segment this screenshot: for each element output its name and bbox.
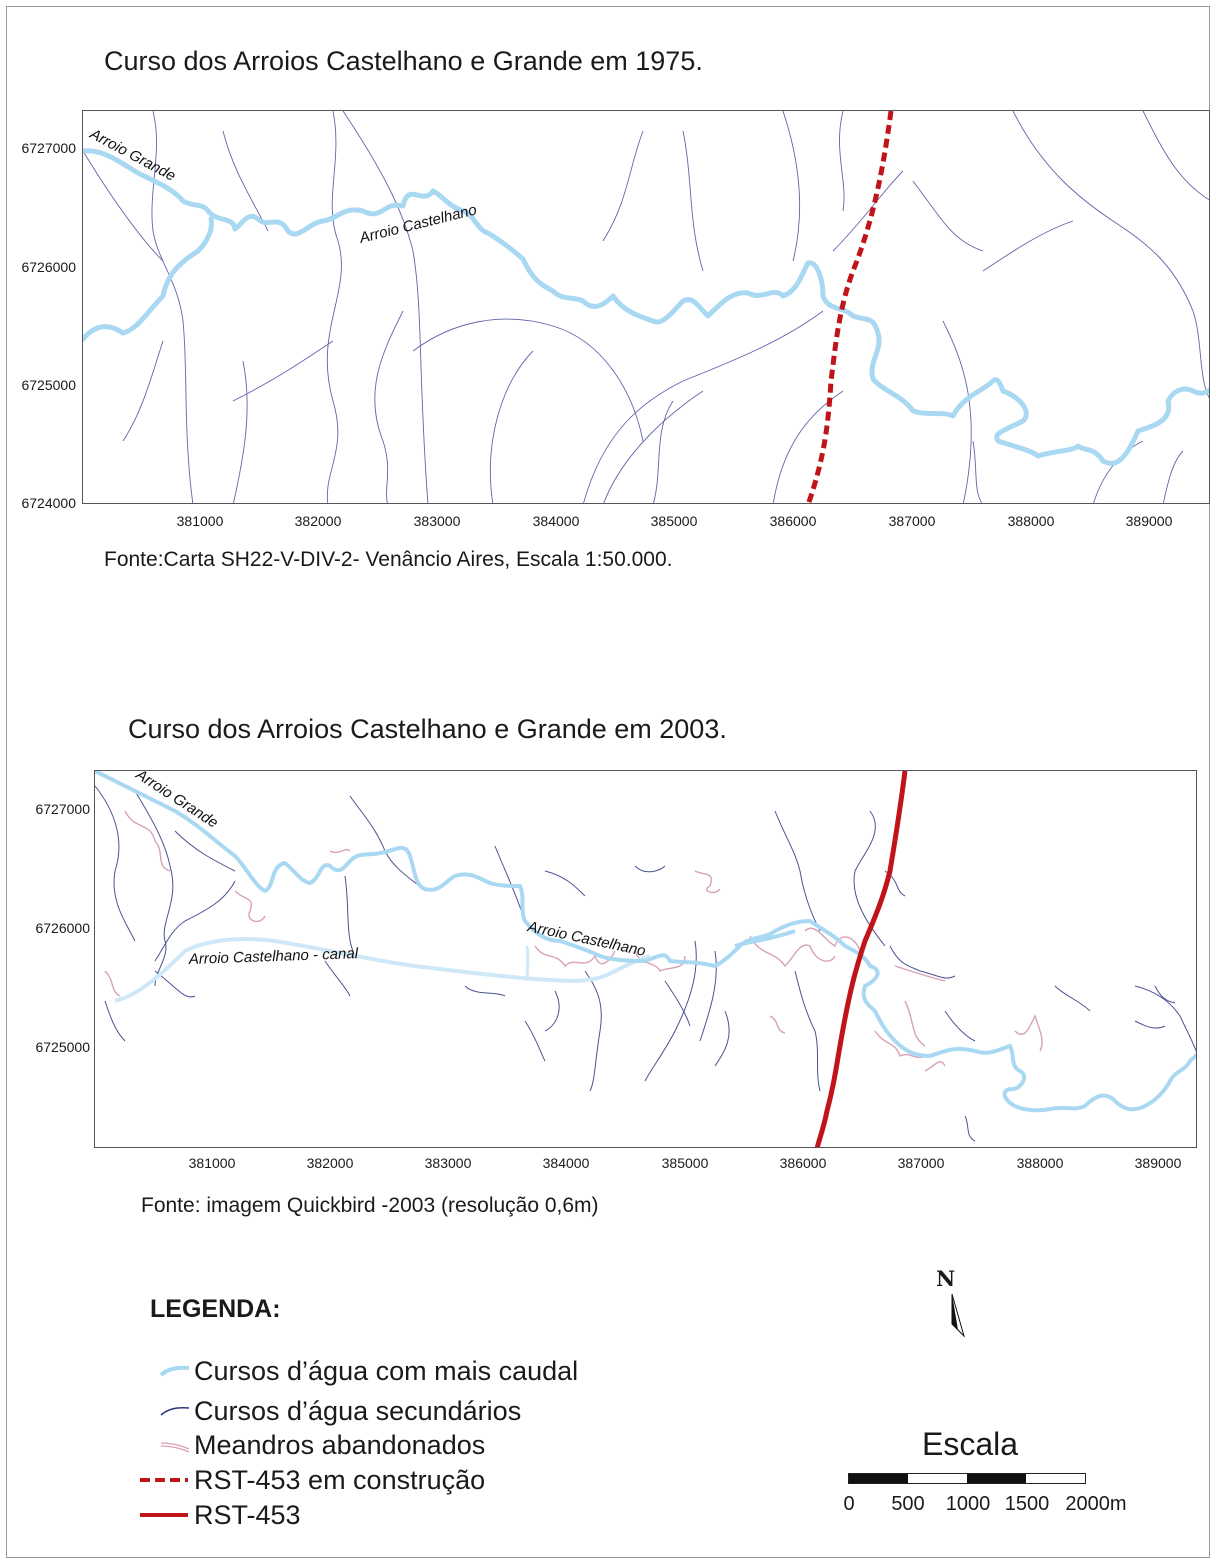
map2-main-river-mid [734,929,796,948]
legend-item-secondary-streams: Cursos d’água secundários [160,1394,521,1428]
map1-main-river-west [83,216,214,342]
scale-title: Escala [922,1426,1019,1462]
map2-canal [114,937,651,1003]
map1-xtick: 386000 [769,513,817,529]
map2-xtick: 384000 [542,1155,590,1171]
scale-segment [967,1474,1026,1483]
north-arrow-icon [951,1293,966,1338]
map2-secondary-streams [95,785,1196,1142]
map2-source: Fonte: imagem Quickbird -2003 (resolução… [141,1194,599,1217]
legend-item-road: RST-453 [140,1498,301,1532]
map1-label-arroio-castelhano: Arroio Castelhano [357,201,479,247]
legend-symbol-main-stream [160,1365,190,1377]
map2-ytick: 6725000 [35,1039,90,1055]
map2-panel: Arroio Grande Arroio Castelhano Arroio C… [94,770,1197,1148]
map2-canvas: Arroio Grande Arroio Castelhano Arroio C… [95,771,1196,1147]
scale-label: 500 [891,1493,925,1515]
legend-label: RST-453 em construção [194,1464,486,1495]
map2-canal-branch [525,945,530,982]
legend-label: Cursos d’água com mais caudal [194,1355,579,1386]
scale-label: 2000m [1065,1493,1127,1515]
map2-xtick: 388000 [1016,1155,1064,1171]
north-letter: N [936,1266,956,1291]
map1-xtick: 387000 [888,513,936,529]
scale-segment [908,1474,967,1483]
map1-ytick: 6724000 [21,495,76,511]
scale-label: 0 [843,1493,855,1515]
map2-ytick: 6726000 [35,920,90,936]
map2-main-river [95,771,1196,1113]
map2-xtick: 381000 [188,1155,236,1171]
scale-segment [849,1474,908,1483]
legend-symbol-road-construction [140,1478,188,1482]
map2-xtick: 385000 [661,1155,709,1171]
map1-xtick: 388000 [1007,513,1055,529]
map1-ytick: 6726000 [21,259,76,275]
scale-label: 1500 [1004,1493,1050,1515]
map1-title: Curso dos Arroios Castelhano e Grande em… [104,46,703,76]
legend-item-road-construction: RST-453 em construção [140,1463,485,1497]
figure-frame [6,6,1210,1558]
map1-xtick: 385000 [650,513,698,529]
map2-label-canal: Arroio Castelhano - canal [188,945,359,968]
map1-panel: Arroio Grande Arroio Castelhano [82,110,1210,504]
scale-label: 1000 [945,1493,991,1515]
map2-road [814,771,908,1147]
map2-xtick: 387000 [897,1155,945,1171]
map1-source: Fonte:Carta SH22-V-DIV-2- Venâncio Aires… [104,548,673,571]
map2-label-arroio-grande: Arroio Grande [132,771,221,832]
legend-label: Meandros abandonados [194,1429,486,1460]
map1-canvas: Arroio Grande Arroio Castelhano [83,111,1209,503]
map2-ytick: 6727000 [35,801,90,817]
map1-xtick: 383000 [413,513,461,529]
map2-xtick: 383000 [424,1155,472,1171]
legend-label: RST-453 [194,1499,301,1530]
legend-label: Cursos d’água secundários [194,1395,522,1426]
map1-main-river [83,148,1209,466]
legend-symbol-road [140,1513,188,1517]
legend-item-abandoned-meanders: Meandros abandonados [160,1428,485,1462]
map1-xtick: 381000 [176,513,224,529]
map1-xtick: 384000 [532,513,580,529]
map1-road-construction [806,111,894,503]
map2-title: Curso dos Arroios Castelhano e Grande em… [128,714,727,744]
map2-abandoned-meanders [104,810,1043,1072]
legend-title: LEGENDA: [150,1295,281,1323]
map2-xtick: 386000 [779,1155,827,1171]
map1-xtick: 382000 [294,513,342,529]
map2-xtick: 382000 [306,1155,354,1171]
scale-segment [1026,1474,1085,1483]
map1-ytick: 6727000 [21,140,76,156]
legend-symbol-secondary-stream [160,1407,190,1416]
map1-xtick: 389000 [1125,513,1173,529]
scale-bar [848,1473,1086,1484]
map1-secondary-streams [83,111,1209,503]
legend-symbol-abandoned-meander [160,1442,190,1453]
legend-item-main-streams: Cursos d’água com mais caudal [160,1354,578,1388]
map2-xtick: 389000 [1134,1155,1182,1171]
map1-ytick: 6725000 [21,377,76,393]
